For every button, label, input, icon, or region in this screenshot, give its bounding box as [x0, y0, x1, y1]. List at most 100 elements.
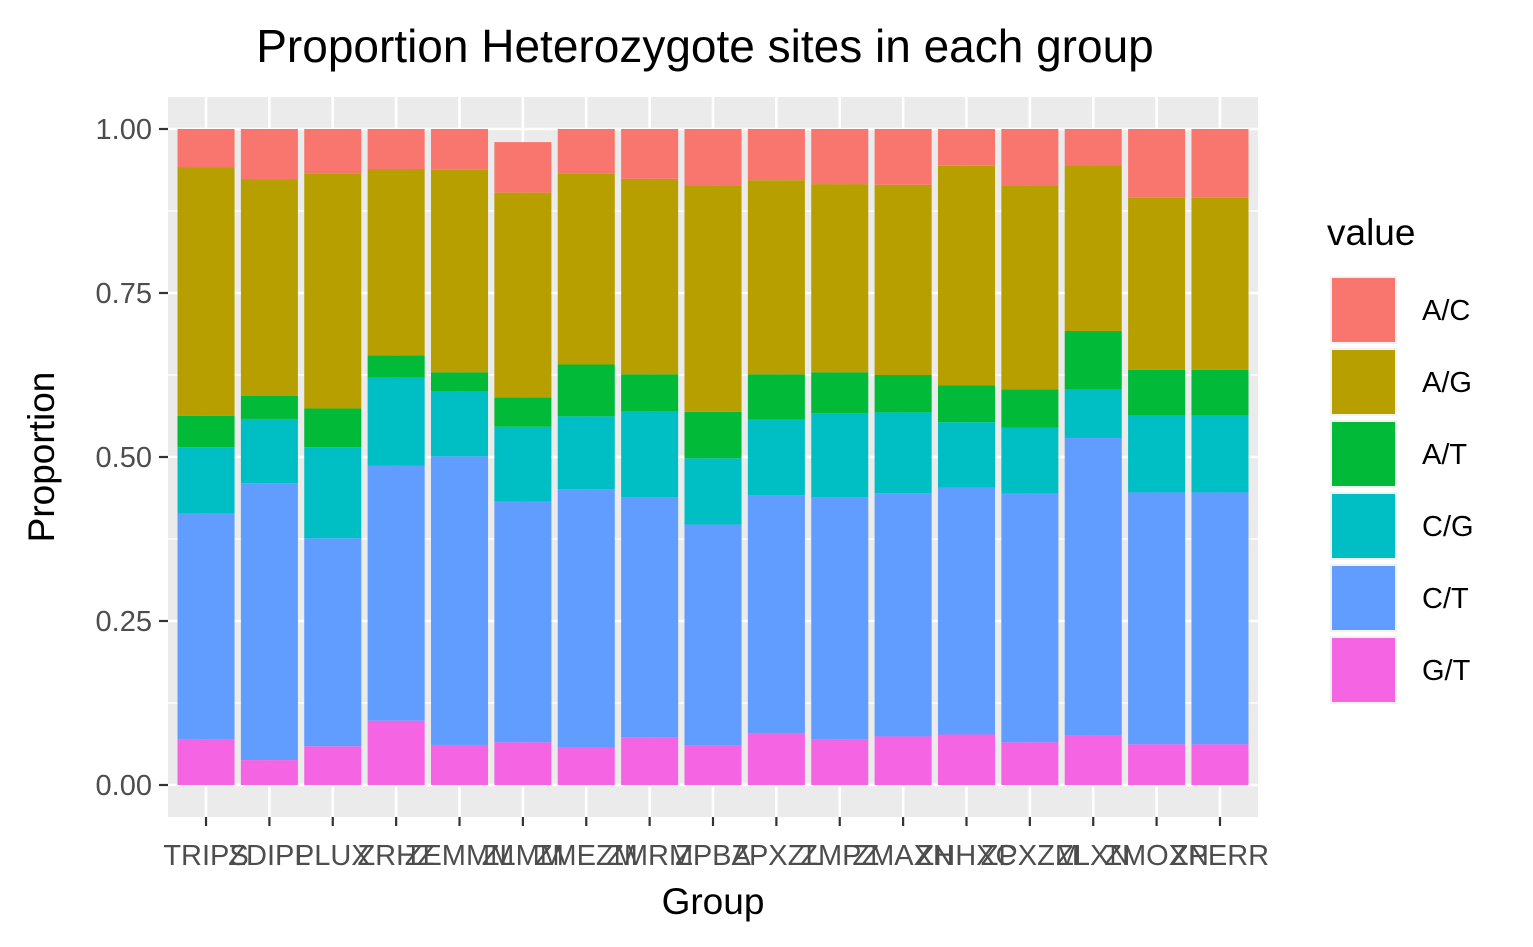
x-tick-label: PLUX [295, 840, 371, 872]
bar-segment-zhhxc-gt [937, 734, 996, 785]
bar-segment-plux-ac [304, 129, 362, 174]
legend-label: C/G [1422, 511, 1474, 543]
bar-segment-zlmm-gt [494, 742, 552, 785]
bar-stack-zmpz [811, 129, 869, 785]
bar-segment-zmoxn-cg [1128, 415, 1186, 493]
legend-label: G/T [1422, 655, 1471, 687]
bar-segment-plux-cg [304, 447, 362, 539]
bar-segment-zpxzm-gt [1001, 742, 1059, 785]
bar-segment-zperr-cg [1191, 415, 1249, 493]
bar-stack-zmaxn [874, 129, 932, 785]
bar-segment-zpxzm-at [1001, 389, 1059, 428]
bar-segment-plux-ag [304, 173, 362, 409]
bar-segment-zdipl-ct [240, 483, 298, 761]
bar-segment-zperr-at [1191, 369, 1249, 416]
bar-segment-zlmm-cg [494, 426, 552, 502]
bar-segment-zlmm-ag [494, 192, 552, 398]
bar-segment-zhhxc-at [937, 385, 996, 423]
bar-segment-zmpz-ct [811, 497, 869, 740]
bar-segment-zmrm-ag [621, 178, 679, 375]
bar-segment-zmezm-cg [557, 416, 615, 490]
bar-segment-zemmm-gt [430, 744, 489, 785]
bar-stack-zpxzl [747, 129, 805, 785]
bar-segment-zperr-ac [1191, 129, 1249, 198]
y-tick-label: 1.00 [96, 114, 152, 146]
bar-segment-zmoxn-at [1128, 369, 1186, 416]
bar-segment-zmaxn-at [874, 375, 932, 413]
bar-segment-zdipl-cg [240, 418, 298, 484]
bar-segment-zmoxn-ag [1128, 197, 1186, 370]
bar-stack-zlxn [1064, 129, 1122, 785]
legend-label: A/G [1422, 367, 1472, 399]
bar-segment-zpxzm-ac [1001, 129, 1059, 186]
bar-segment-zmrm-ct [621, 497, 679, 738]
bar-segment-zpba-ct [684, 524, 742, 746]
legend-key-ct [1332, 566, 1395, 630]
bar-stack-zhhxc [937, 129, 996, 785]
legend-label: C/T [1422, 583, 1469, 615]
bar-segment-zmezm-gt [557, 747, 615, 785]
x-tick-label: TRIPS [163, 840, 248, 872]
bar-segment-zmaxn-cg [874, 412, 932, 494]
bar-stack-zmrm [621, 129, 679, 785]
bar-segment-plux-at [304, 408, 362, 448]
bar-segment-zpba-at [684, 411, 742, 459]
bar-segment-zrhz-gt [367, 720, 425, 785]
bar-segment-trips-ct [177, 513, 235, 740]
bar-segment-zemmm-ag [430, 169, 489, 373]
bar-segment-zlxn-ac [1064, 129, 1122, 166]
bar-stack-zemmm [430, 129, 489, 785]
bar-stack-plux [304, 129, 362, 785]
bar-segment-zmaxn-ac [874, 129, 932, 185]
bar-stack-zpba [684, 129, 742, 785]
bar-segment-zpba-ac [684, 129, 742, 186]
bar-segment-trips-ag [177, 167, 235, 416]
bar-segment-zlxn-at [1064, 331, 1122, 390]
bar-stack-trips [177, 129, 235, 785]
legend-key-gt [1332, 638, 1395, 702]
legend-key-ag [1332, 350, 1395, 414]
bar-segment-zlmm-at [494, 397, 552, 427]
bar-segment-zemmm-cg [430, 391, 489, 457]
bar-segment-zperr-ct [1191, 492, 1249, 745]
x-tick-label: ZMRM [606, 840, 693, 872]
bar-segment-zmoxn-gt [1128, 744, 1186, 785]
bar-segment-zperr-ag [1191, 197, 1249, 370]
bar-segment-zpxzl-gt [747, 733, 805, 785]
y-tick-label: 0.50 [96, 442, 152, 474]
x-tick-label: ZMAXN [852, 840, 954, 872]
x-tick-label: ZMPZ [800, 840, 879, 872]
bar-segment-zmezm-ct [557, 489, 615, 748]
bar-segment-zdipl-ag [240, 179, 298, 396]
x-tick-label: ZMEZM [535, 840, 638, 872]
bar-stack-zpxzm [1001, 129, 1059, 785]
bar-segment-zhhxc-ag [937, 165, 996, 386]
bar-segment-zpxzm-ag [1001, 185, 1059, 390]
bar-segment-zlxn-ct [1064, 437, 1122, 736]
bar-segment-zmpz-cg [811, 413, 869, 498]
bar-segment-zemmm-at [430, 372, 489, 392]
x-tick-label: ZPXZL [731, 840, 821, 872]
bar-segment-zmezm-ag [557, 173, 615, 365]
legend-title: value [1327, 212, 1415, 253]
bar-segment-zmezm-ac [557, 129, 615, 174]
x-tick-label: ZRHZ [357, 840, 434, 872]
bar-stack-zlmm [494, 142, 552, 785]
bar-segment-zpxzm-cg [1001, 427, 1059, 494]
x-tick-label: ZLXN [1056, 840, 1130, 872]
bars [177, 129, 1249, 785]
bar-segment-zhhxc-ct [937, 487, 996, 735]
bar-segment-zrhz-ac [367, 129, 425, 170]
x-tick-label: ZDIPL [228, 840, 310, 872]
x-axis: TRIPSZDIPLPLUXZRHZZEMMMZLMMZMEZMZMRMZPBA… [163, 817, 1269, 872]
bar-segment-trips-gt [177, 739, 235, 785]
bar-segment-zrhz-ag [367, 169, 425, 356]
legend-key-ac [1332, 278, 1395, 342]
x-tick-label: ZEMMM [405, 840, 515, 872]
chart-title: Proportion Heterozygote sites in each gr… [256, 20, 1154, 72]
x-tick-label: ZMOXN [1104, 840, 1209, 872]
bar-segment-zmezm-at [557, 364, 615, 417]
x-tick-label: ZPERR [1171, 840, 1269, 872]
bar-stack-zmoxn [1128, 129, 1186, 785]
bar-segment-plux-ct [304, 538, 362, 747]
